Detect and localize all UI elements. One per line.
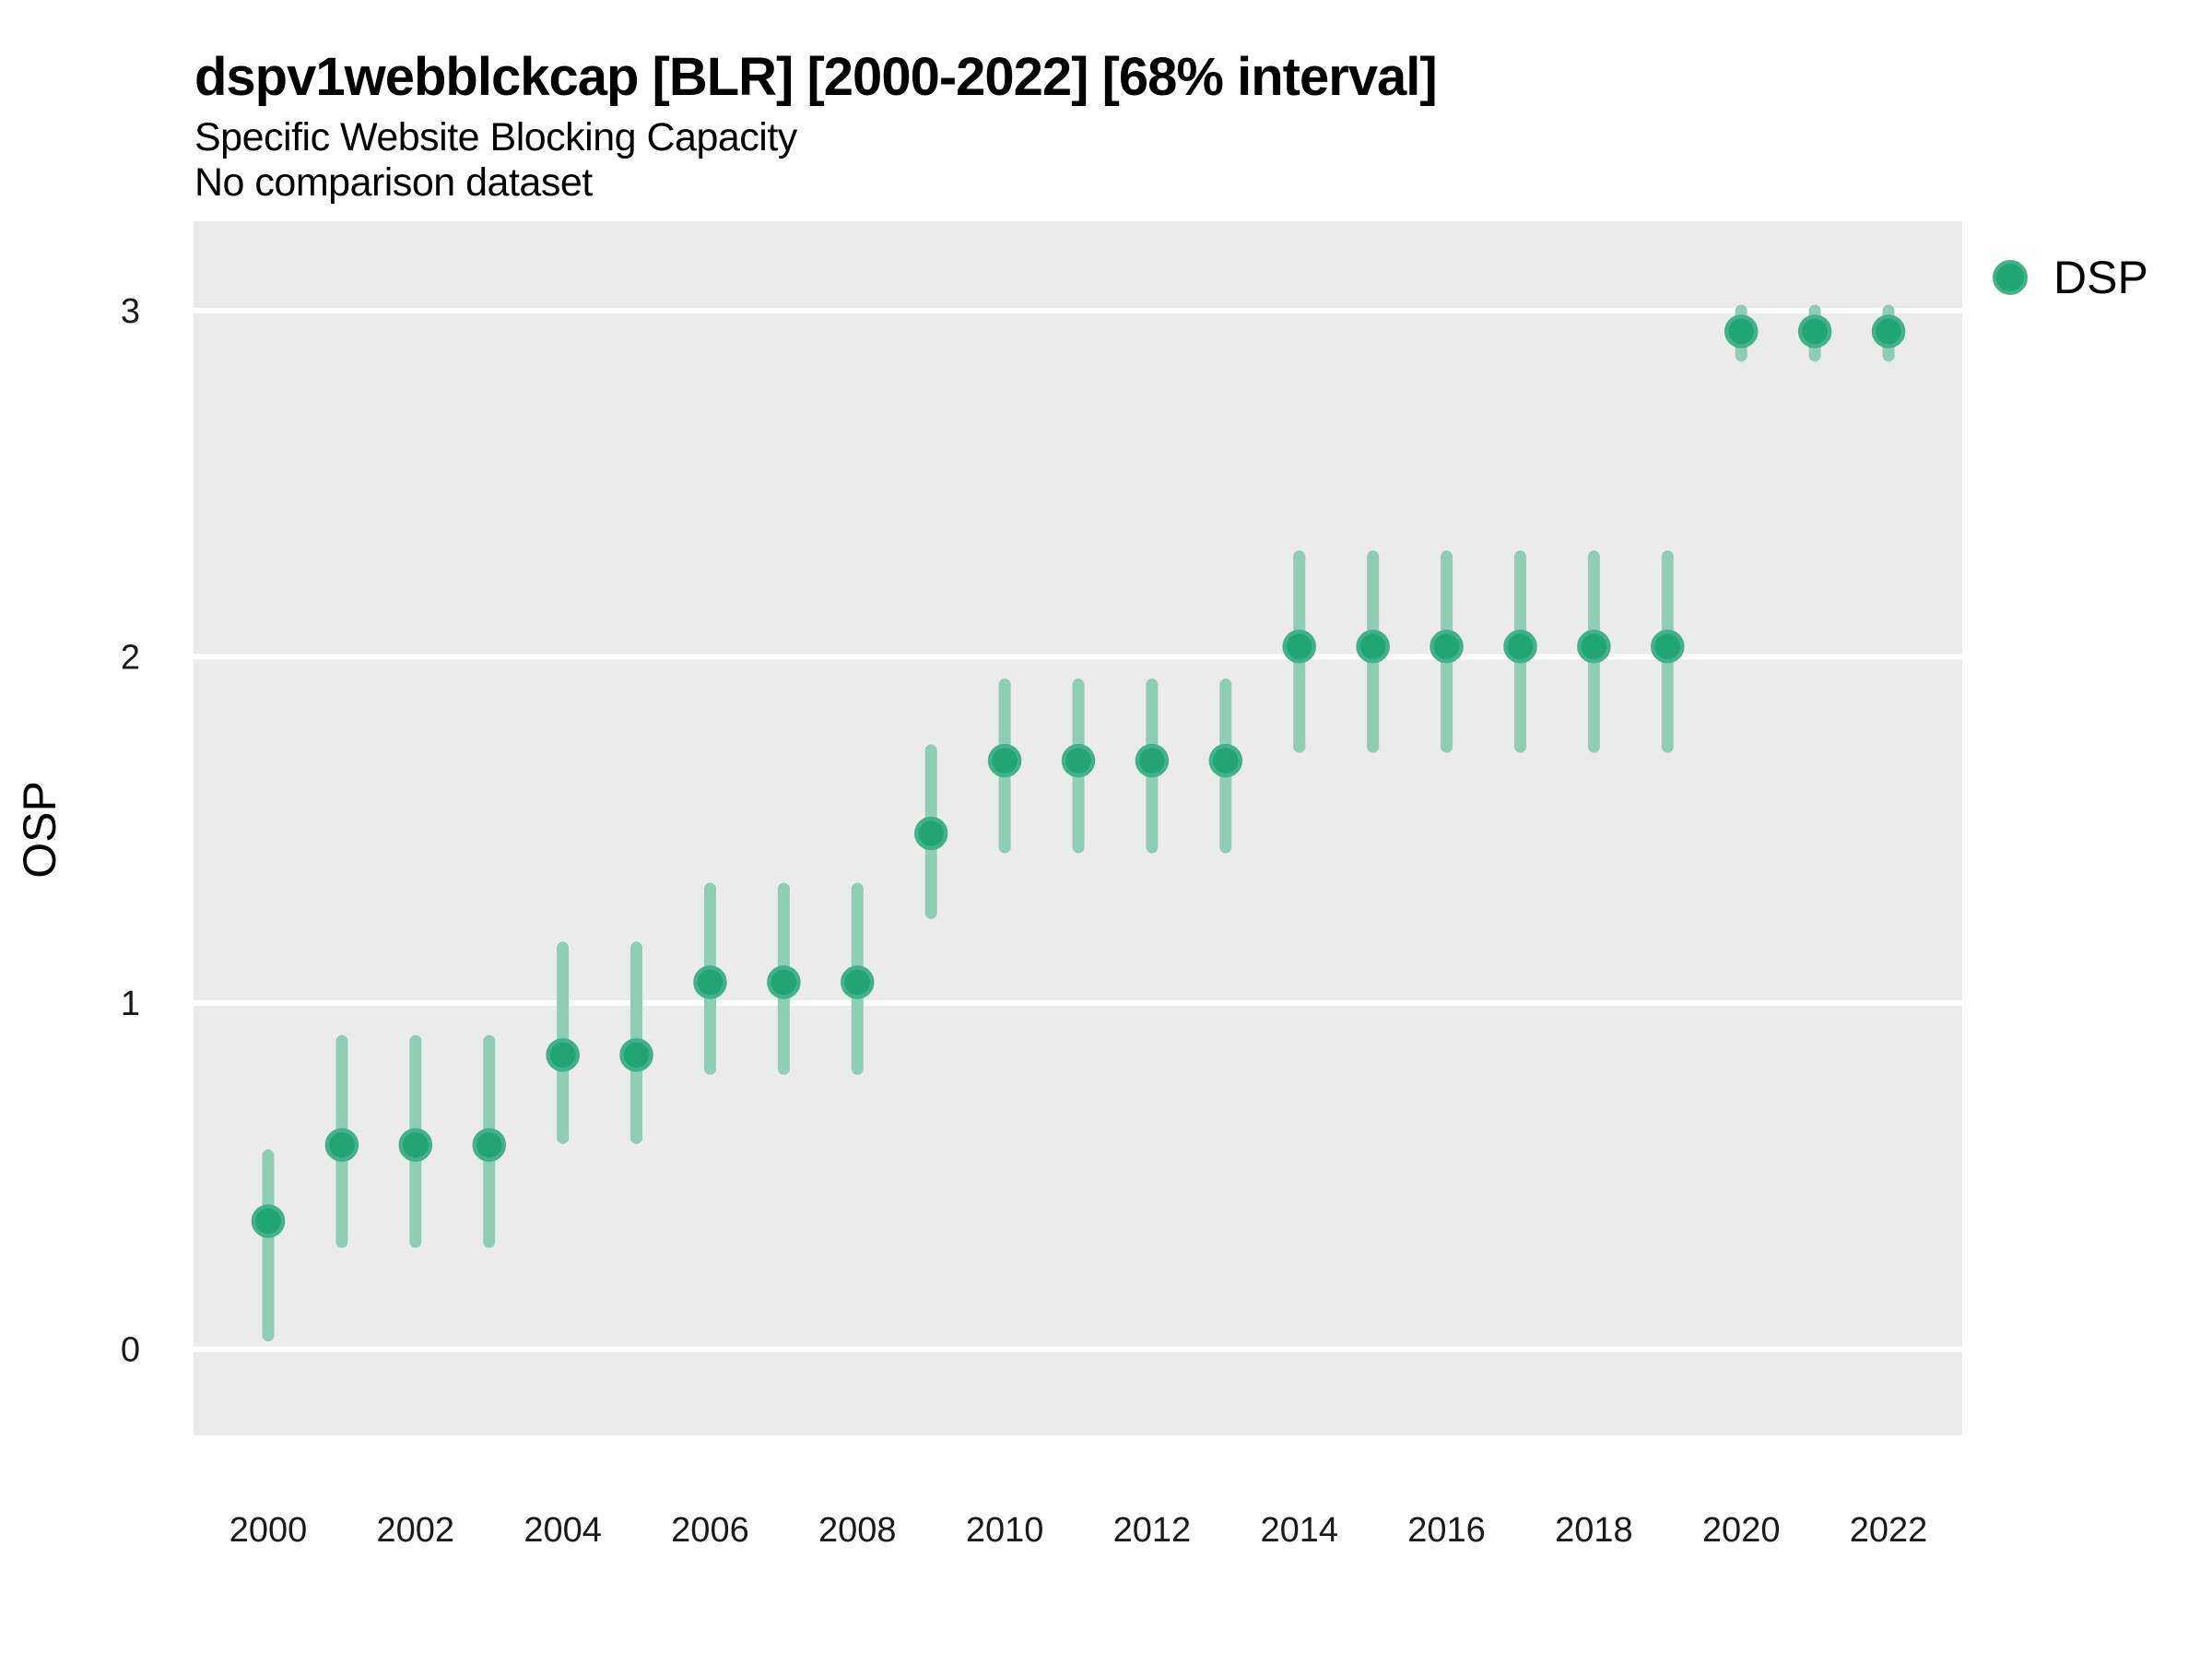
x-tick-2018: 2018 [1555, 1511, 1633, 1550]
data-point-2021 [1797, 314, 1832, 348]
data-point-2002 [398, 1127, 433, 1162]
data-point-2013 [1208, 743, 1243, 778]
x-tick-2006: 2006 [671, 1511, 749, 1550]
data-point-layer [251, 314, 1906, 1238]
y-tick-1: 1 [121, 985, 140, 1023]
x-tick-2008: 2008 [818, 1511, 897, 1550]
x-tick-2014: 2014 [1260, 1511, 1338, 1550]
data-point-2007 [767, 965, 801, 999]
x-tick-2002: 2002 [377, 1511, 455, 1550]
data-point-2019 [1651, 629, 1685, 664]
data-point-2006 [693, 965, 727, 999]
y-axis-title: OSP [14, 781, 65, 879]
x-tick-2000: 2000 [229, 1511, 308, 1550]
y-tick-2: 2 [121, 639, 140, 678]
y-axis-tick-labels: 0 1 2 3 [121, 292, 140, 1370]
data-point-2022 [1871, 314, 1906, 348]
x-axis-tick-labels: 2000 2002 2004 2006 2008 2010 2012 2014 2016 2018… [229, 1511, 1928, 1550]
legend-circle-icon [1993, 260, 2028, 295]
data-point-2011 [1061, 743, 1096, 778]
x-tick-2012: 2012 [1113, 1511, 1192, 1550]
data-point-2008 [841, 965, 875, 999]
data-point-2001 [324, 1127, 359, 1162]
data-point-2009 [913, 816, 948, 851]
data-point-2017 [1503, 629, 1537, 664]
data-point-2000 [251, 1204, 286, 1238]
x-tick-2022: 2022 [1850, 1511, 1928, 1550]
data-point-2018 [1577, 629, 1611, 664]
comparison-note: No comparison dataset [194, 160, 593, 205]
y-tick-3: 3 [121, 292, 140, 331]
data-point-2003 [472, 1127, 506, 1162]
data-point-2014 [1282, 629, 1316, 664]
data-point-2016 [1430, 629, 1464, 664]
x-tick-2020: 2020 [1702, 1511, 1781, 1550]
y-tick-0: 0 [121, 1331, 140, 1370]
chart-title: dspv1webblckcap [BLR] [2000-2022] [68% i… [194, 47, 1437, 107]
data-point-2012 [1135, 743, 1170, 778]
data-point-2015 [1356, 629, 1390, 664]
data-point-2010 [987, 743, 1022, 778]
legend: DSP [1993, 252, 2148, 303]
x-tick-2016: 2016 [1407, 1511, 1486, 1550]
chart-subtitle: Specific Website Blocking Capacity [194, 115, 798, 159]
x-tick-2010: 2010 [966, 1511, 1044, 1550]
x-tick-2004: 2004 [524, 1511, 602, 1550]
data-point-2005 [619, 1038, 653, 1072]
data-point-2004 [546, 1038, 580, 1072]
legend-label: DSP [2053, 252, 2148, 303]
data-point-2020 [1724, 314, 1759, 348]
